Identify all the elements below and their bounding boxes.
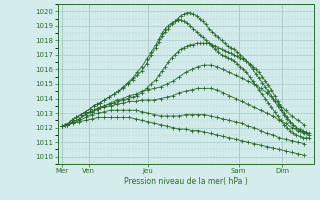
X-axis label: Pression niveau de la mer( hPa ): Pression niveau de la mer( hPa ): [124, 177, 247, 186]
